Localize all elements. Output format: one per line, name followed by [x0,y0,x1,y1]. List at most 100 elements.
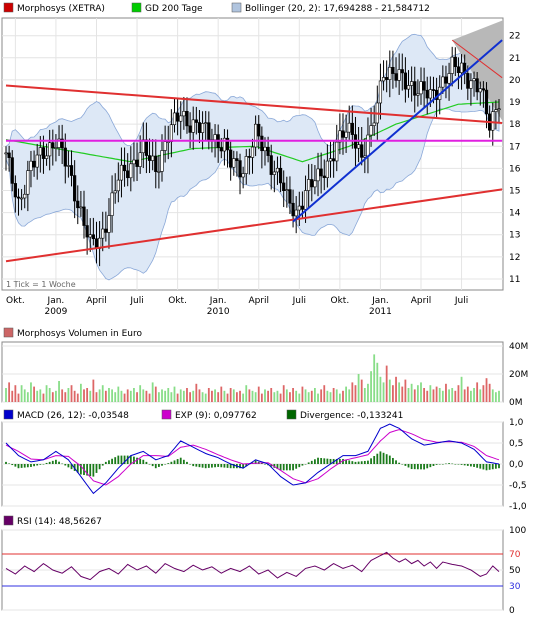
divergence-bar [114,457,117,464]
divergence-bar [279,464,282,471]
volume-bar [270,388,273,402]
candle-body [291,202,295,217]
price-x-tick-label: Juli [454,296,468,306]
divergence-bar [64,464,67,466]
candle-body [116,179,120,192]
volume-bar [304,389,307,402]
divergence-bar [488,464,491,470]
candle-body [229,149,233,168]
candle-body [41,147,46,159]
volume-bar [392,385,394,402]
volume-bar [332,388,335,402]
candle-body [369,125,373,136]
candle-body [79,206,83,209]
volume-bar [173,386,176,402]
divergence-bar [304,464,307,465]
volume-bar [126,389,129,402]
candle-body [347,122,351,133]
candle-body [69,165,74,176]
candle-body [416,93,420,96]
volume-bar [485,378,488,402]
divergence-bar [167,463,170,464]
divergence-bar [86,464,89,476]
candle-body [319,168,323,177]
candle-body [278,167,283,184]
divergence-bar [45,462,48,464]
candle-body [191,119,195,133]
divergence-bar [301,464,304,466]
volume-bar [338,393,341,402]
divergence-bar [55,459,57,464]
rsi-line [5,551,500,581]
candle-body [494,109,498,112]
price-y-tick-label: 19 [509,98,521,108]
divergence-bar [20,464,23,468]
volume-bar [8,382,11,402]
volume-bar [161,389,163,402]
candle-body [144,139,149,156]
candle-body [32,160,36,168]
trendline [5,188,503,263]
divergence-bar [26,464,29,468]
divergence-bar [220,464,223,468]
volume-bar [242,393,245,402]
volume-bar [92,379,95,402]
volume-bar [264,389,266,402]
candle-body [397,69,401,81]
volume-bar [55,390,57,402]
volume-title: Morphosys Volumen in Euro [17,329,142,339]
candle-body [313,180,317,188]
divergence-bar [401,464,404,465]
divergence-bar [320,458,323,464]
candle-body [466,73,470,89]
divergence-bar [342,458,344,464]
divergence-bar [30,464,32,467]
candle-body [285,189,289,191]
price-legend-label: GD 200 Tage [145,4,203,14]
candle-body [104,228,108,233]
candle-body [269,155,273,175]
candle-body [185,111,189,127]
divergence-bar [310,460,313,464]
candle-body [266,146,270,156]
candle-body [360,144,364,158]
divergence-bar [326,458,329,464]
divergence-bar [104,461,107,464]
volume-bar [470,390,472,402]
candle-body [338,130,342,143]
volume-bar [307,392,310,402]
divergence-bar [338,458,341,464]
divergence-bar [335,458,338,464]
volume-bar [370,371,372,402]
price-y-tick-label: 15 [509,186,520,196]
candle-body [207,122,211,141]
volume-bar [79,383,82,402]
divergence-bar [392,457,394,464]
volume-bar [211,390,213,402]
candle-body [288,189,292,204]
divergence-bar [448,463,450,464]
candle-body [472,78,476,82]
volume-bar [86,388,89,402]
candle-body [188,125,192,133]
candle-body [7,152,11,158]
candle-body [257,123,261,137]
divergence-bar [260,462,263,464]
divergence-bar [139,458,142,464]
volume-bar [410,383,413,402]
candle-body [282,182,286,191]
candle-body [413,81,417,96]
divergence-bar [58,461,60,464]
divergence-bar [101,464,104,466]
price-y-tick-label: 17 [509,142,520,152]
divergence-bar [295,464,298,469]
price-y-tick-label: 12 [509,253,520,263]
candle-body [316,168,320,182]
candle-body [238,160,242,178]
divergence-bar [435,464,438,465]
divergence-bar [292,464,294,471]
volume-bar [17,393,20,402]
divergence-bar [239,464,241,469]
divergence-bar [51,460,54,464]
price-x-tick-label: Jan. [47,296,65,306]
